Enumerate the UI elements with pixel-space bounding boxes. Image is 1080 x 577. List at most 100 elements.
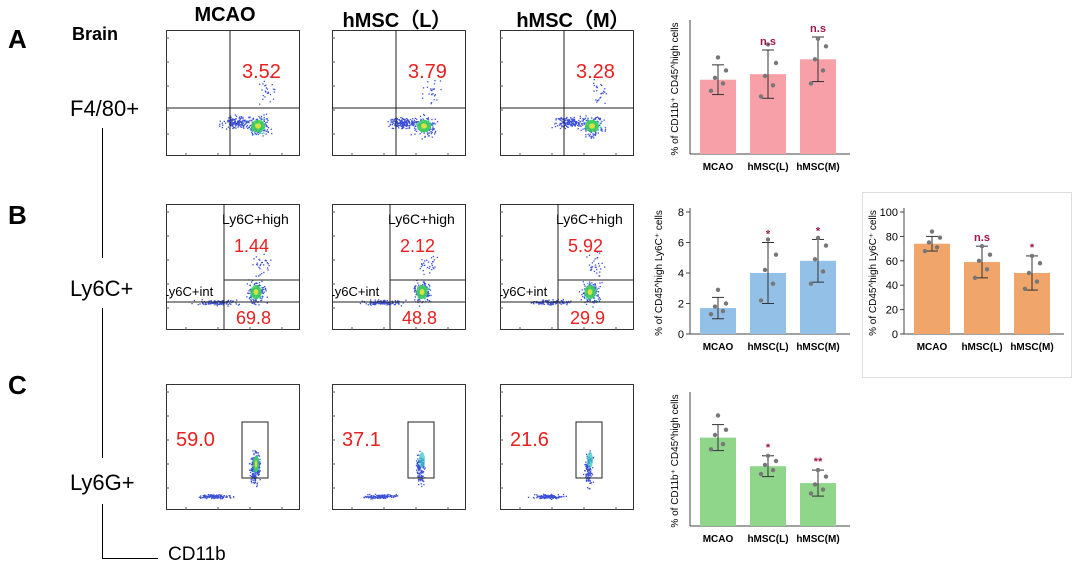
- event-dot: [553, 496, 555, 498]
- event-dot: [213, 302, 215, 304]
- event-dot: [259, 461, 261, 463]
- event-dot: [377, 302, 379, 305]
- event-dot: [373, 495, 375, 497]
- y-tick-label: 100: [880, 207, 898, 219]
- data-point: [1022, 286, 1028, 292]
- event-dot: [255, 298, 257, 300]
- event-dot: [251, 297, 253, 299]
- event-dot: [361, 300, 363, 302]
- event-dot: [220, 303, 223, 305]
- event-dot: [232, 122, 235, 124]
- event-dot: [583, 123, 586, 125]
- flow-plot-a1: 3.52: [166, 30, 300, 156]
- y-tick-label: 40: [886, 280, 898, 292]
- event-dot: [577, 124, 579, 127]
- event-dot: [257, 133, 260, 136]
- event-dot: [203, 495, 205, 498]
- data-point: [926, 240, 932, 245]
- event-dot: [604, 129, 607, 131]
- event-dot: [253, 284, 256, 286]
- event-dot: [265, 130, 267, 132]
- event-dot: [400, 117, 402, 119]
- event-dot: [597, 132, 599, 134]
- event-dot: [405, 120, 407, 122]
- event-dot: [414, 299, 416, 301]
- event-dot: [396, 300, 399, 302]
- event-dot: [379, 303, 381, 305]
- event-dot: [254, 283, 256, 285]
- event-dot: [427, 291, 430, 293]
- ly6c-high-label: Ly6C+high: [388, 211, 455, 227]
- event-dot: [432, 255, 434, 258]
- event-dot: [411, 121, 413, 123]
- event-dot: [429, 132, 431, 134]
- event-dot: [564, 119, 566, 121]
- event-dot: [582, 118, 584, 120]
- event-dot: [555, 119, 557, 121]
- event-dot: [249, 284, 251, 287]
- event-dot: [574, 125, 576, 127]
- event-dot: [414, 288, 416, 290]
- event-dot: [552, 495, 554, 497]
- event-dot: [228, 117, 230, 119]
- event-dot: [558, 124, 561, 126]
- event-dot: [389, 496, 391, 498]
- bar-chart-ly6c-high: 0 2 4 6 8 % of CD45^high Ly6C⁺ cells MCAO * hMSC…: [654, 207, 850, 353]
- density-peak: [419, 289, 425, 295]
- event-dot: [256, 263, 258, 266]
- event-dot: [593, 118, 595, 120]
- event-dot: [592, 467, 594, 469]
- event-dot: [585, 120, 587, 122]
- event-dot: [568, 118, 570, 121]
- event-dot: [592, 306, 594, 308]
- density-peak: [587, 289, 593, 295]
- event-dot: [596, 295, 598, 297]
- event-dot: [591, 282, 593, 284]
- event-dot: [210, 496, 212, 498]
- event-dot: [388, 125, 390, 128]
- event-dot: [381, 303, 384, 305]
- gate-percent: 21.6: [510, 429, 549, 451]
- event-dot: [585, 461, 587, 463]
- event-dot: [420, 483, 422, 485]
- event-dot: [226, 496, 228, 498]
- event-dot: [543, 495, 545, 497]
- event-dot: [419, 133, 421, 135]
- event-dot: [596, 90, 598, 92]
- event-dot: [256, 484, 258, 486]
- event-dot: [426, 118, 428, 120]
- data-point: [929, 229, 935, 234]
- event-dot: [555, 497, 557, 499]
- event-dot: [208, 495, 211, 497]
- event-dot: [401, 128, 403, 130]
- event-dot: [262, 94, 264, 97]
- event-dot: [405, 123, 408, 125]
- event-dot: [600, 83, 602, 86]
- event-dot: [594, 287, 597, 289]
- event-dot: [419, 467, 421, 469]
- event-dot: [264, 288, 267, 291]
- event-dot: [373, 302, 375, 304]
- event-dot: [579, 121, 582, 123]
- significance-marker: n.s: [810, 23, 826, 35]
- event-dot: [383, 495, 385, 497]
- event-dot: [593, 84, 595, 87]
- event-dot: [259, 264, 261, 267]
- event-dot: [544, 496, 546, 498]
- event-dot: [208, 303, 210, 305]
- event-dot: [584, 464, 586, 466]
- event-dot: [376, 495, 378, 497]
- event-dot: [419, 467, 421, 470]
- category-label: hMSC(M): [796, 162, 839, 173]
- event-dot: [259, 479, 261, 481]
- event-dot: [592, 481, 594, 483]
- event-dot: [431, 263, 433, 265]
- event-dot: [594, 266, 596, 268]
- event-dot: [402, 118, 405, 120]
- event-dot: [584, 128, 586, 130]
- event-dot: [268, 265, 270, 267]
- event-dot: [584, 118, 586, 120]
- event-dot: [417, 465, 419, 467]
- event-dot: [596, 289, 598, 292]
- data-point: [770, 281, 776, 286]
